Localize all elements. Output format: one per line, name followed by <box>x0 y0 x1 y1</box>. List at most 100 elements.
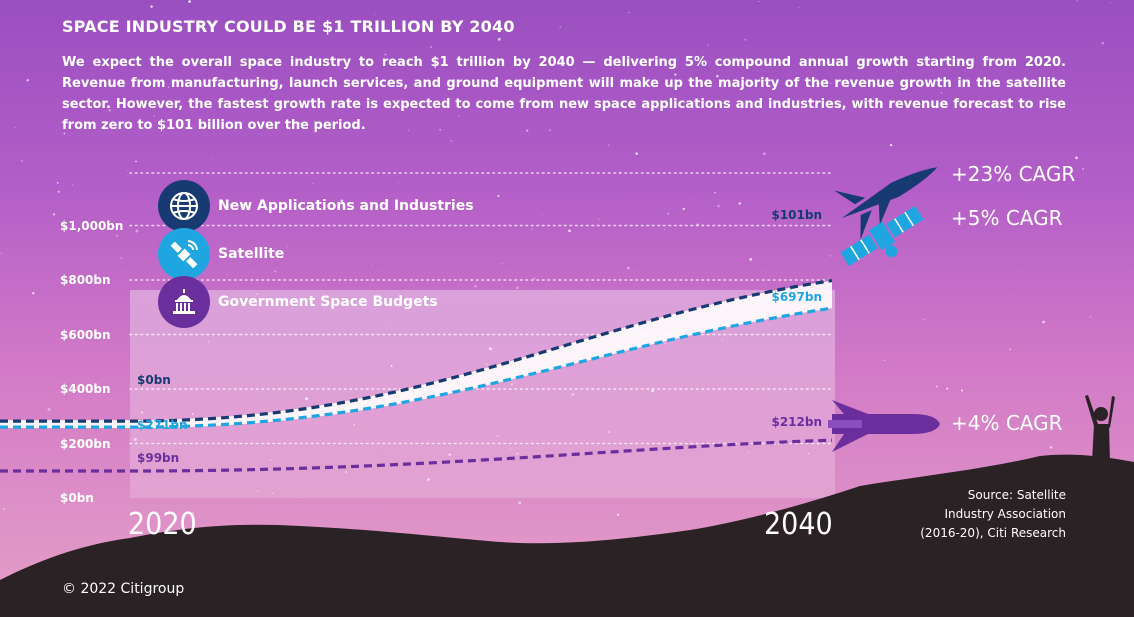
cagr-label: +23% CAGR <box>951 162 1076 186</box>
y-tick-label: $1,000bn <box>60 218 124 233</box>
star <box>398 181 400 183</box>
star <box>940 92 943 94</box>
star <box>210 157 212 159</box>
star <box>430 46 433 48</box>
x-tick-label: 2040 <box>764 507 833 542</box>
star <box>115 234 119 238</box>
star <box>702 51 704 53</box>
star <box>150 5 153 8</box>
star <box>533 277 536 280</box>
star <box>26 79 29 82</box>
legend-label: New Applications and Industries <box>218 198 474 214</box>
star <box>450 139 453 142</box>
source-line: Industry Association <box>944 507 1067 521</box>
star <box>1087 267 1089 268</box>
star <box>108 109 111 112</box>
legend-label: Government Space Budgets <box>218 294 438 310</box>
star <box>717 204 720 208</box>
star <box>598 218 600 220</box>
star <box>298 121 301 125</box>
star <box>274 270 277 273</box>
star <box>120 257 123 259</box>
star <box>663 228 665 230</box>
star <box>52 213 56 216</box>
star <box>617 513 620 516</box>
star <box>92 74 94 76</box>
star <box>226 273 228 276</box>
star <box>946 387 949 390</box>
legend-swatch <box>158 276 210 328</box>
launch-rocket-icon <box>828 400 940 452</box>
star <box>371 265 373 266</box>
source-line: (2016-20), Citi Research <box>920 526 1066 540</box>
star <box>518 501 522 505</box>
cagr-label: +4% CAGR <box>951 411 1063 435</box>
star <box>333 518 335 520</box>
star <box>559 26 561 28</box>
star <box>821 166 823 167</box>
star <box>667 212 670 215</box>
star <box>1109 2 1111 4</box>
legend-item-government: Government Space Budgets <box>158 276 578 328</box>
star <box>1101 41 1105 45</box>
star <box>935 385 938 388</box>
star <box>798 7 800 9</box>
page-title: SPACE INDUSTRY COULD BE $1 TRILLION BY 2… <box>62 17 515 36</box>
star <box>14 127 16 129</box>
star <box>63 132 66 135</box>
data-label-end: $697bn <box>771 290 822 304</box>
data-label-end: $212bn <box>771 415 822 429</box>
star <box>474 285 477 288</box>
star <box>439 129 441 131</box>
satellite-icon <box>840 205 924 267</box>
star <box>568 229 571 233</box>
intro-paragraph: We expect the overall space industry to … <box>62 55 1066 133</box>
star <box>57 182 59 184</box>
star <box>190 19 192 20</box>
star <box>374 13 376 15</box>
star <box>384 53 387 56</box>
star <box>312 182 314 185</box>
star <box>1082 168 1085 170</box>
hill-silhouette <box>0 454 1134 617</box>
star <box>761 81 763 84</box>
star <box>682 207 686 211</box>
star <box>198 24 202 28</box>
star <box>20 160 23 163</box>
legend-item-new-applications: New Applications and Industries <box>158 180 578 232</box>
star <box>830 255 832 257</box>
star <box>628 11 630 14</box>
star <box>280 250 282 252</box>
star <box>135 229 139 233</box>
data-label-start: $0bn <box>137 373 171 387</box>
legend-item-satellite: Satellite <box>158 228 578 280</box>
star <box>32 292 35 295</box>
star <box>1013 295 1015 296</box>
copyright: © 2022 Citigroup <box>62 581 185 597</box>
star <box>961 389 963 392</box>
person-silhouette-icon <box>1085 395 1115 462</box>
star <box>714 192 716 194</box>
star <box>287 246 288 247</box>
star <box>3 507 6 510</box>
star <box>627 266 630 270</box>
star <box>0 252 2 255</box>
star <box>1076 0 1078 2</box>
star <box>890 144 893 147</box>
star <box>1006 178 1008 180</box>
star <box>1009 348 1011 351</box>
star <box>549 129 551 132</box>
source-line: Source: Satellite <box>967 488 1066 502</box>
star <box>1075 156 1078 160</box>
series-line-new-applications <box>0 278 833 423</box>
star <box>502 285 503 287</box>
star <box>830 82 832 84</box>
star <box>922 318 925 321</box>
star <box>188 0 191 3</box>
star <box>79 83 81 85</box>
star <box>763 152 766 156</box>
y-tick-label: $600bn <box>60 327 111 342</box>
source-note: Source: Satellite Industry Association (… <box>880 486 1066 543</box>
star <box>674 73 677 76</box>
